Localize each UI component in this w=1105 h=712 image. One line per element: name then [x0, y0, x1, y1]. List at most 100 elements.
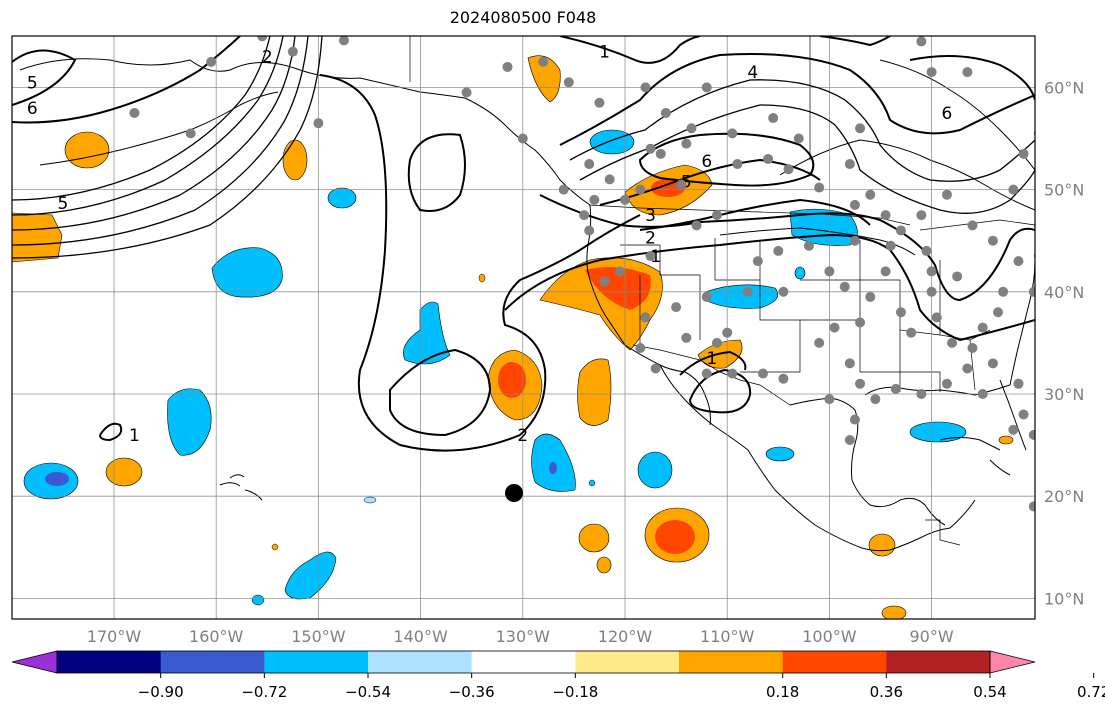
- station-dot: [926, 286, 937, 297]
- station-dot: [947, 337, 958, 348]
- station-dot: [313, 118, 324, 129]
- colorbar: [11, 650, 1036, 674]
- station-dot: [778, 373, 789, 384]
- station-dot: [916, 389, 927, 399]
- station-dot: [538, 56, 549, 67]
- colorbar-bin: [679, 651, 784, 673]
- station-dot: [732, 159, 743, 170]
- contour-label: 4: [747, 63, 758, 83]
- station-dot: [931, 312, 942, 323]
- station-dot: [814, 182, 825, 193]
- station-dot: [757, 368, 768, 379]
- station-dot: [941, 378, 952, 389]
- station-dot: [1059, 225, 1069, 235]
- colorbar-tick-label: −0.36: [449, 683, 495, 701]
- colorbar-bin: [160, 651, 265, 673]
- station-dot: [977, 322, 988, 333]
- contour-label: 3: [645, 206, 656, 226]
- contour-label: 2: [262, 48, 273, 68]
- contour-label: 1: [129, 426, 140, 446]
- station-dot: [584, 225, 595, 236]
- station-dot: [890, 383, 901, 394]
- colorbar-bin: [57, 651, 162, 673]
- contour-label: 5: [57, 194, 68, 214]
- station-dot: [635, 343, 646, 354]
- station-dot: [589, 194, 600, 205]
- station-dot: [1054, 164, 1064, 174]
- station-dot: [317, 36, 320, 37]
- colorbar-tick-label: 0.36: [870, 683, 903, 701]
- station-dot: [778, 286, 789, 297]
- latitude-tick-label: 30°N: [1044, 385, 1084, 404]
- colorbar-tick-labels: −0.90 −0.72 −0.54 −0.36 −0.18 0.18 0.36 0.54 0.7…: [138, 673, 1105, 701]
- station-dot: [952, 271, 963, 282]
- latitude-tick-label: 10°N: [1044, 589, 1084, 608]
- station-dot: [635, 184, 646, 195]
- colorbar-max-extend: [989, 650, 1036, 674]
- station-dot: [844, 434, 855, 445]
- station-dot: [681, 138, 692, 149]
- station-dot: [865, 189, 876, 200]
- station-dot: [977, 389, 988, 399]
- map-frame: [11, 35, 1036, 620]
- station-dot: [1008, 184, 1019, 195]
- station-dot: [502, 61, 513, 72]
- station-dot: [839, 281, 850, 292]
- longitude-tick-label: 140°W: [393, 627, 448, 646]
- colorbar-tick-label: 0.54: [973, 683, 1006, 701]
- longitude-tick-label: 160°W: [189, 627, 244, 646]
- station-dot: [763, 153, 774, 164]
- station-markers: [129, 36, 1069, 512]
- colorbar-min-extend: [11, 650, 58, 674]
- station-dot: [676, 179, 687, 190]
- station-dot: [1013, 378, 1024, 389]
- contour-label: 6: [942, 104, 953, 124]
- station-dot: [727, 368, 738, 379]
- longitude-tick-label: 90°W: [910, 627, 954, 646]
- station-dot: [614, 266, 625, 277]
- station-dot: [650, 363, 661, 374]
- station-dot: [584, 159, 595, 170]
- station-dot: [885, 240, 896, 251]
- station-dot: [686, 123, 697, 134]
- station-dot: [681, 332, 692, 343]
- station-dot: [844, 358, 855, 369]
- station-dot: [640, 312, 651, 323]
- station-dot: [1018, 409, 1029, 420]
- station-dot: [880, 210, 891, 221]
- height-contours: [12, 36, 1035, 452]
- station-dot: [558, 184, 569, 195]
- colorbar-bin: [782, 651, 887, 673]
- contour-label: 1: [706, 349, 717, 369]
- station-dot: [824, 394, 835, 405]
- colorbar-bin: [368, 651, 473, 673]
- colorbar-tick-label: 0.18: [766, 683, 799, 701]
- station-dot: [257, 36, 268, 42]
- station-dot: [849, 414, 860, 425]
- colorbar-tick-label: −0.90: [138, 683, 184, 701]
- station-dot: [880, 266, 891, 277]
- station-dot: [1039, 450, 1049, 460]
- colorbar-tick-label: −0.72: [241, 683, 287, 701]
- point-marker: [505, 484, 523, 502]
- station-dot: [1013, 256, 1024, 267]
- contour-label: 1: [650, 247, 661, 267]
- colorbar-tick-label: −0.18: [552, 683, 598, 701]
- longitude-tick-label: 130°W: [496, 627, 551, 646]
- station-dot: [926, 67, 937, 78]
- plot-title: 2024080500 F048: [449, 8, 597, 27]
- station-dot: [338, 36, 349, 46]
- station-dot: [916, 36, 927, 47]
- station-dot: [941, 189, 952, 200]
- contour-label: 5: [27, 73, 38, 93]
- station-dot: [926, 266, 937, 277]
- station-dot: [895, 225, 906, 236]
- longitude-tick-label: 110°W: [700, 627, 755, 646]
- station-dot: [803, 240, 814, 251]
- station-dot: [701, 82, 712, 93]
- station-dot: [461, 87, 472, 98]
- station-dot: [701, 291, 712, 302]
- station-dot: [870, 394, 881, 405]
- station-dot: [655, 148, 666, 159]
